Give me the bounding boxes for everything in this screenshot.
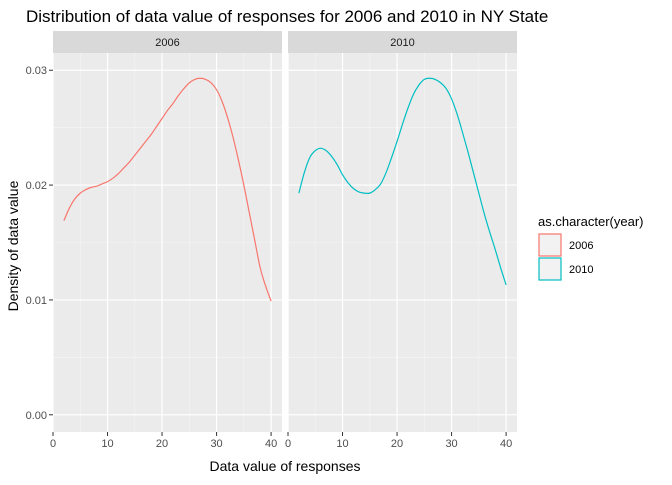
- legend-label: 2010: [569, 264, 593, 276]
- facet-strip-label: 2006: [155, 37, 179, 49]
- y-tick-label: 0.02: [26, 180, 47, 192]
- legend-title: as.character(year): [538, 214, 643, 229]
- x-tick-label: 40: [265, 438, 277, 450]
- series-line-2006: [63, 77, 272, 302]
- facet-strip: [53, 31, 282, 53]
- x-tick-label: 20: [391, 438, 403, 450]
- x-tick-label: 0: [285, 438, 291, 450]
- legend-entry-2010: 2010: [538, 257, 593, 281]
- chart-title: Distribution of data value of responses …: [26, 7, 548, 26]
- x-axes: 0 10 20 30 40 0 10 20 30 40: [50, 432, 512, 450]
- legend: as.character(year) 2006 2010: [538, 214, 643, 281]
- x-tick-label: 30: [445, 438, 457, 450]
- x-tick-label: 10: [336, 438, 348, 450]
- facet-strip: [288, 31, 517, 53]
- panel-2010: 2010: [287, 31, 517, 432]
- x-tick-label: 40: [500, 438, 512, 450]
- legend-entry-2006: 2006: [538, 233, 593, 257]
- x-tick-label: 30: [210, 438, 222, 450]
- x-tick-label: 20: [156, 438, 168, 450]
- legend-key: [538, 257, 562, 281]
- facet-strip-label: 2010: [390, 37, 414, 49]
- y-tick-label: 0.00: [26, 410, 47, 422]
- panel-2006: 2006: [52, 31, 282, 432]
- legend-label: 2006: [569, 240, 593, 252]
- x-tick-label: 10: [101, 438, 113, 450]
- x-axis-label: Data value of responses: [210, 458, 361, 474]
- y-tick-label: 0.03: [26, 65, 47, 77]
- series-line-2010: [298, 77, 507, 286]
- y-tick-label: 0.01: [26, 295, 47, 307]
- y-axis-label: Density of data value: [5, 180, 21, 311]
- y-axis: 0.00 0.01 0.02 0.03: [26, 65, 53, 422]
- facet-panels: 2006 2010: [52, 31, 517, 432]
- x-tick-label: 0: [50, 438, 56, 450]
- legend-key: [538, 233, 562, 257]
